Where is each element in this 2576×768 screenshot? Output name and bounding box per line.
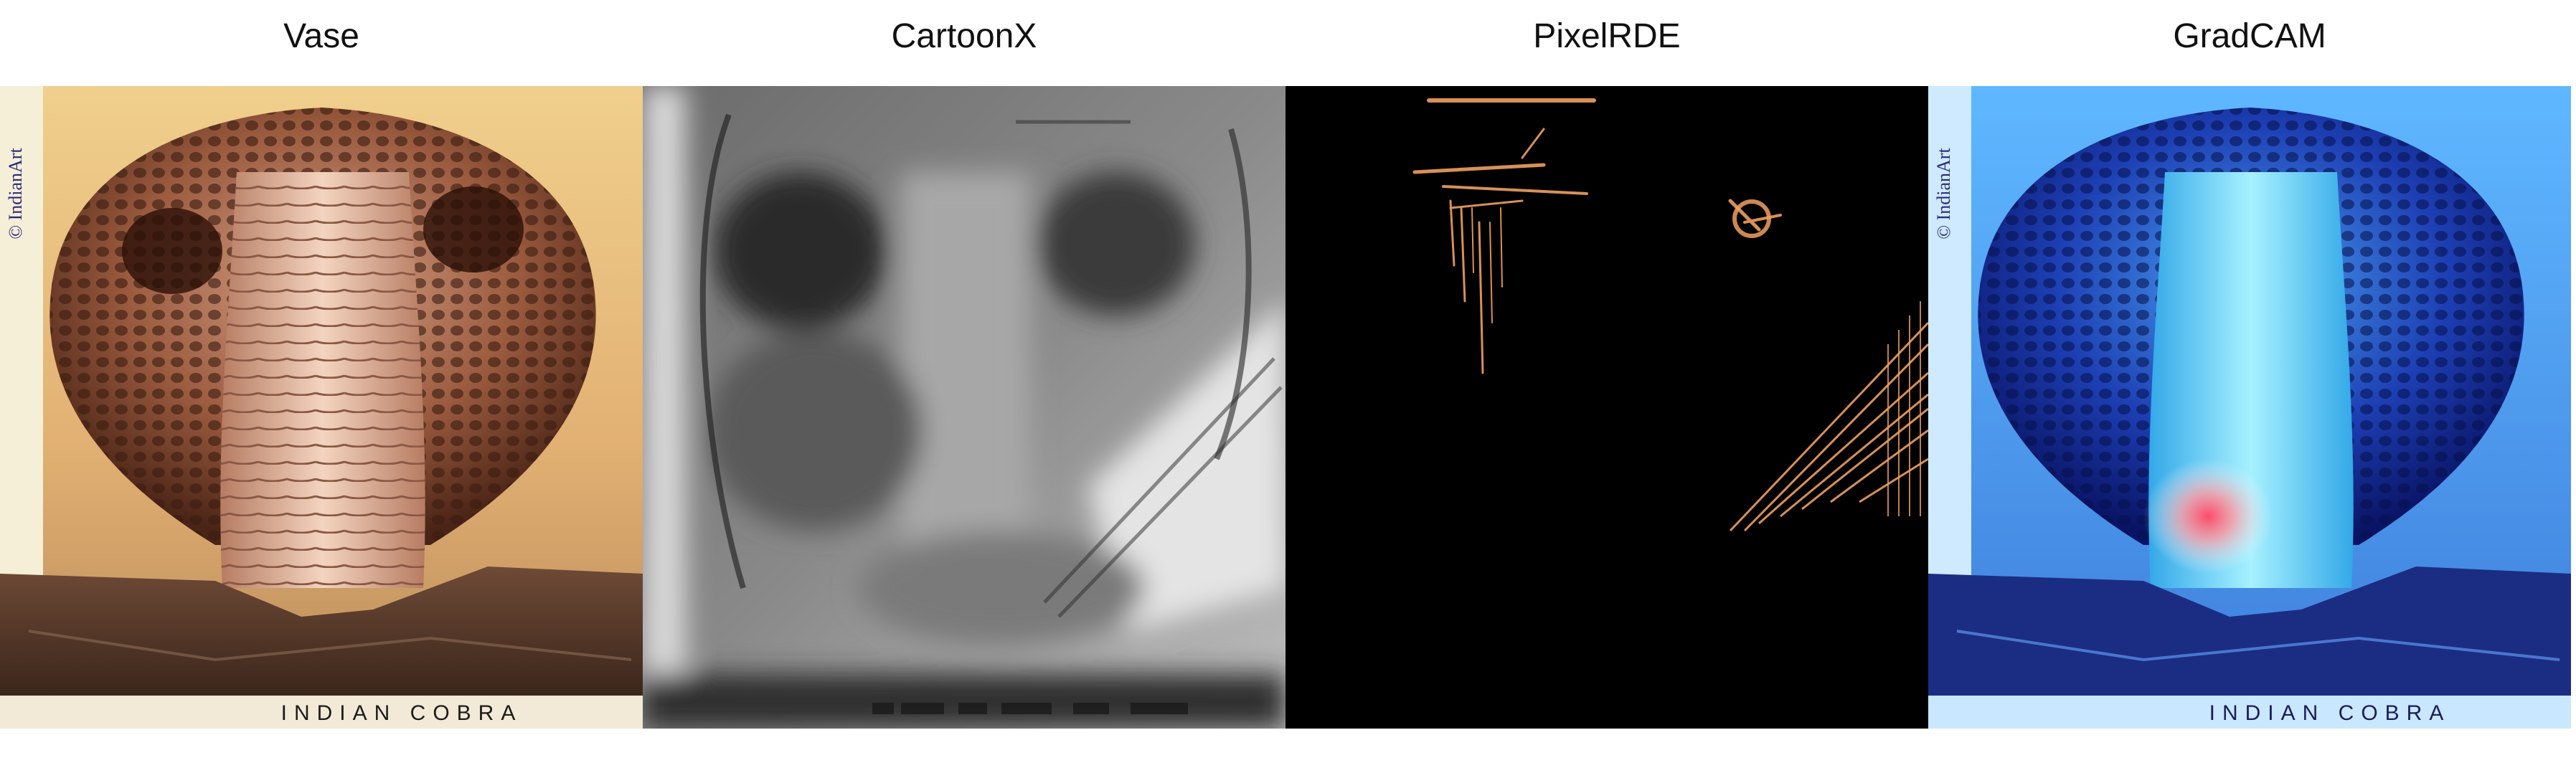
panel-gradcam: GradCAM [1928,0,2571,768]
cartoonx-mask [643,86,1285,729]
image-caption: INDIAN COBRA [281,701,523,725]
panel-title-original: Vase [283,17,359,55]
pixelrde-mask [1285,86,1928,729]
panel-original: Vase [0,0,643,768]
gradcam-overlay: © IndianArt INDIAN COBRA [1928,86,2571,729]
image-caption-gradcam: INDIAN COBRA [2209,701,2451,725]
panel-title-pixelrde: PixelRDE [1533,17,1681,55]
watermark-text: © IndianArt [1933,148,1954,240]
svg-text:© IndianArt: © IndianArt [5,148,26,240]
panel-title-gradcam: GradCAM [2173,17,2326,55]
panel-cartoonx: CartoonX [643,0,1285,768]
panel-pixelrde: PixelRDE [1285,0,1928,768]
panel-title-cartoonx: CartoonX [891,17,1037,55]
cobra-image: © IndianArt INDIAN COBRA [0,86,643,729]
